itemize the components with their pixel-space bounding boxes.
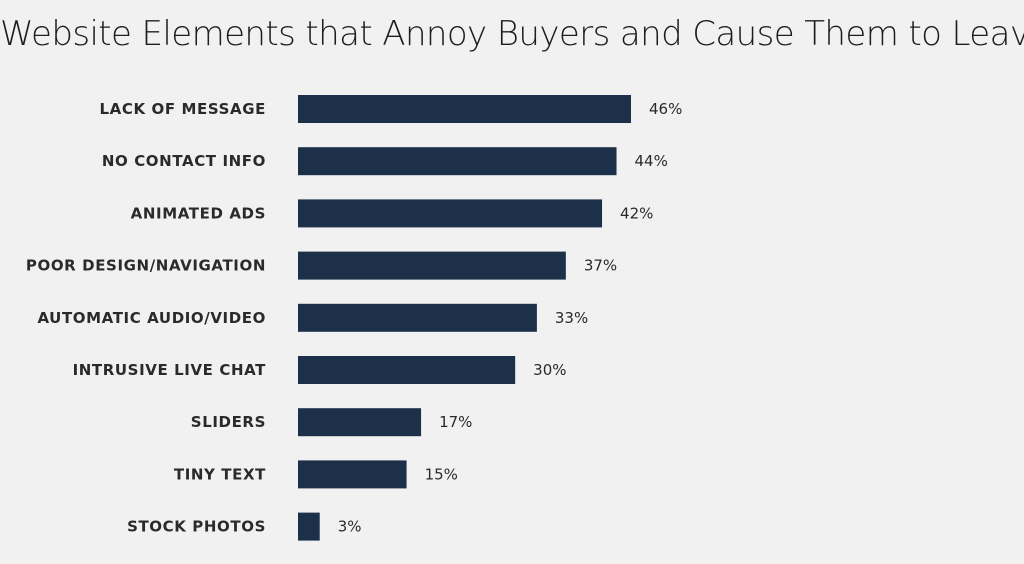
bar: [298, 147, 617, 176]
value-label: 42%: [620, 204, 653, 222]
value-label: 44%: [635, 152, 668, 170]
category-label: STOCK PHOTOS: [127, 518, 266, 536]
value-label: 46%: [649, 100, 682, 118]
bar-row: LACK OF MESSAGE 46%: [99, 95, 682, 123]
bar: [298, 460, 407, 489]
category-label: AUTOMATIC AUDIO/VIDEO: [37, 309, 266, 327]
value-label: 37%: [584, 257, 617, 275]
category-label: NO CONTACT INFO: [102, 152, 266, 170]
value-label: 30%: [533, 361, 566, 379]
bar: [298, 512, 320, 541]
bar: [298, 251, 566, 280]
bar: [298, 199, 603, 228]
bar-row: INTRUSIVE LIVE CHAT 30%: [73, 356, 567, 384]
value-label: 33%: [555, 309, 588, 327]
category-label: ANIMATED ADS: [131, 204, 266, 222]
bar-row: POOR DESIGN/NAVIGATION 37%: [26, 251, 617, 280]
value-label: 3%: [338, 518, 362, 536]
bar-row: ANIMATED ADS 42%: [131, 199, 653, 228]
category-label: TINY TEXT: [174, 465, 266, 483]
category-label: INTRUSIVE LIVE CHAT: [73, 361, 267, 379]
bar-row: SLIDERS 17%: [191, 408, 472, 437]
bar-row: AUTOMATIC AUDIO/VIDEO 33%: [37, 303, 588, 332]
value-label: 15%: [425, 465, 458, 483]
bar-row: TINY TEXT 15%: [174, 460, 458, 489]
value-label: 17%: [439, 413, 472, 431]
category-label: POOR DESIGN/NAVIGATION: [26, 257, 266, 275]
bar: [298, 356, 516, 384]
bar: [298, 95, 631, 123]
chart-title: Website Elements that Annoy Buyers and C…: [0, 14, 1024, 54]
category-label: LACK OF MESSAGE: [99, 100, 266, 118]
bar-row: STOCK PHOTOS 3%: [127, 512, 362, 541]
bar-row: NO CONTACT INFO 44%: [102, 147, 668, 176]
bar: [298, 408, 422, 437]
category-label: SLIDERS: [191, 413, 266, 431]
bars-layer: LACK OF MESSAGE 46% NO CONTACT INFO 44% ANIM…: [26, 95, 682, 541]
bar: [298, 303, 537, 332]
